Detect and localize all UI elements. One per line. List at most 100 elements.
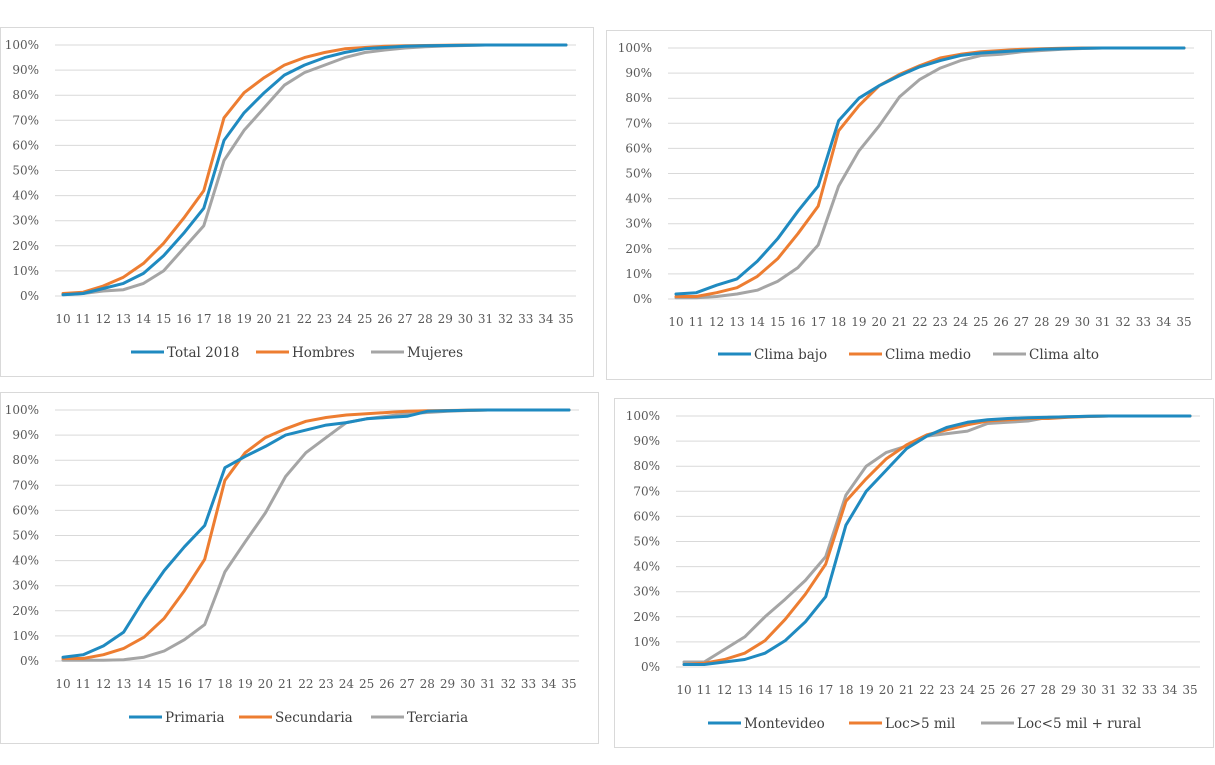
y-tick-label: 60%	[12, 503, 39, 517]
x-tick-label: 33	[521, 677, 536, 691]
series-line-total-2018	[61, 43, 568, 297]
x-tick-label: 15	[770, 315, 785, 329]
x-tick-label: 26	[993, 315, 1008, 329]
y-tick-label: 80%	[625, 91, 652, 105]
y-tick-label: 100%	[626, 409, 660, 423]
x-tick-label: 29	[1061, 683, 1076, 697]
x-tick-label: 31	[478, 312, 493, 326]
y-tick-label: 40%	[625, 192, 652, 206]
legend-label: Montevideo	[744, 716, 825, 732]
legend-label: Mujeres	[407, 345, 463, 361]
y-tick-label: 70%	[12, 478, 39, 492]
x-tick-label: 18	[217, 677, 232, 691]
x-tick-label: 25	[980, 683, 995, 697]
y-tick-label: 60%	[625, 141, 652, 155]
x-tick-label: 22	[919, 683, 934, 697]
x-tick-label: 25	[357, 312, 372, 326]
y-tick-label: 30%	[12, 214, 39, 228]
x-tick-label: 30	[458, 312, 473, 326]
x-tick-label: 26	[1000, 683, 1015, 697]
y-tick-label: 0%	[20, 289, 39, 303]
x-tick-label: 35	[558, 312, 573, 326]
x-tick-label: 19	[238, 677, 253, 691]
y-tick-label: 50%	[633, 535, 660, 549]
x-tick-label: 33	[518, 312, 533, 326]
x-tick-label: 29	[1054, 315, 1069, 329]
x-tick-label: 10	[668, 315, 683, 329]
legend-label: Clima alto	[1029, 347, 1099, 363]
x-tick-label: 13	[737, 683, 752, 697]
y-tick-label: 80%	[12, 453, 39, 467]
legend-label: Secundaria	[275, 710, 353, 726]
y-tick-label: 70%	[12, 113, 39, 127]
y-tick-label: 90%	[12, 428, 39, 442]
x-tick-label: 13	[116, 312, 131, 326]
x-tick-label: 34	[1162, 683, 1178, 697]
x-tick-label: 14	[136, 312, 152, 326]
y-tick-label: 90%	[633, 434, 660, 448]
chart-panel-sex: 0% 10% 20% 30% 40% 50% 60% 70% 80% 90% 100% 10 11 12 1…	[0, 27, 594, 377]
x-tick-label: 19	[236, 312, 251, 326]
x-tick-label: 16	[790, 315, 805, 329]
x-tick-label: 31	[1095, 315, 1110, 329]
series-line-primaria	[61, 408, 571, 659]
y-tick-label: 50%	[12, 529, 39, 543]
x-tick-label: 32	[501, 677, 516, 691]
x-tick-label: 17	[197, 677, 212, 691]
x-tick-label: 25	[359, 677, 374, 691]
x-tick-label: 31	[1101, 683, 1116, 697]
x-tick-label: 23	[939, 683, 954, 697]
x-tick-label: 28	[1041, 683, 1056, 697]
y-tick-label: 10%	[625, 267, 652, 281]
y-tick-label: 40%	[12, 189, 39, 203]
chart-education: 0% 10% 20% 30% 40% 50% 60% 70% 80% 90% 100% 10 11 12 1…	[5, 403, 579, 726]
x-tick-label: 28	[418, 312, 433, 326]
y-tick-label: 80%	[633, 459, 660, 473]
y-tick-label: 20%	[12, 604, 39, 618]
y-tick-label: 90%	[12, 63, 39, 77]
x-tick-label: 20	[879, 683, 894, 697]
x-tick-label: 22	[912, 315, 927, 329]
x-tick-label: 23	[317, 312, 332, 326]
y-tick-label: 50%	[625, 167, 652, 181]
x-tick-label: 14	[136, 677, 152, 691]
x-tick-label: 24	[960, 683, 976, 697]
y-tick-label: 0%	[633, 292, 652, 306]
x-tick-label: 23	[933, 315, 948, 329]
legend-label: Hombres	[292, 345, 355, 361]
y-tick-label: 40%	[12, 554, 39, 568]
y-tick-label: 30%	[625, 217, 652, 231]
series-line-clima-medio	[674, 46, 1186, 298]
x-tick-label: 14	[757, 683, 773, 697]
y-tick-label: 10%	[12, 629, 39, 643]
x-tick-label: 18	[831, 315, 846, 329]
x-tick-label: 26	[377, 312, 392, 326]
x-tick-label: 10	[55, 677, 70, 691]
x-tick-label: 35	[1176, 315, 1191, 329]
x-tick-label: 15	[778, 683, 793, 697]
legend-label: Clima bajo	[754, 347, 827, 363]
x-tick-label: 18	[216, 312, 231, 326]
x-tick-label: 24	[337, 312, 353, 326]
x-tick-label: 32	[1122, 683, 1137, 697]
chart-panel-education: 0% 10% 20% 30% 40% 50% 60% 70% 80% 90% 100% 10 11 12 1…	[0, 392, 599, 744]
x-tick-label: 32	[498, 312, 513, 326]
x-tick-label: 16	[176, 312, 191, 326]
x-tick-label: 15	[157, 677, 172, 691]
y-tick-label: 70%	[633, 484, 660, 498]
x-tick-label: 28	[420, 677, 435, 691]
x-tick-label: 24	[953, 315, 969, 329]
x-tick-label: 32	[1115, 315, 1130, 329]
y-tick-label: 70%	[625, 116, 652, 130]
x-tick-label: 35	[1182, 683, 1197, 697]
x-tick-label: 25	[973, 315, 988, 329]
x-tick-label: 17	[811, 315, 826, 329]
x-tick-label: 21	[892, 315, 907, 329]
x-tick-label: 34	[538, 312, 554, 326]
y-tick-label: 0%	[20, 654, 39, 668]
x-tick-label: 22	[298, 677, 313, 691]
x-tick-label: 17	[196, 312, 211, 326]
x-tick-label: 33	[1136, 315, 1151, 329]
x-tick-label: 11	[697, 683, 712, 697]
x-tick-label: 10	[55, 312, 70, 326]
